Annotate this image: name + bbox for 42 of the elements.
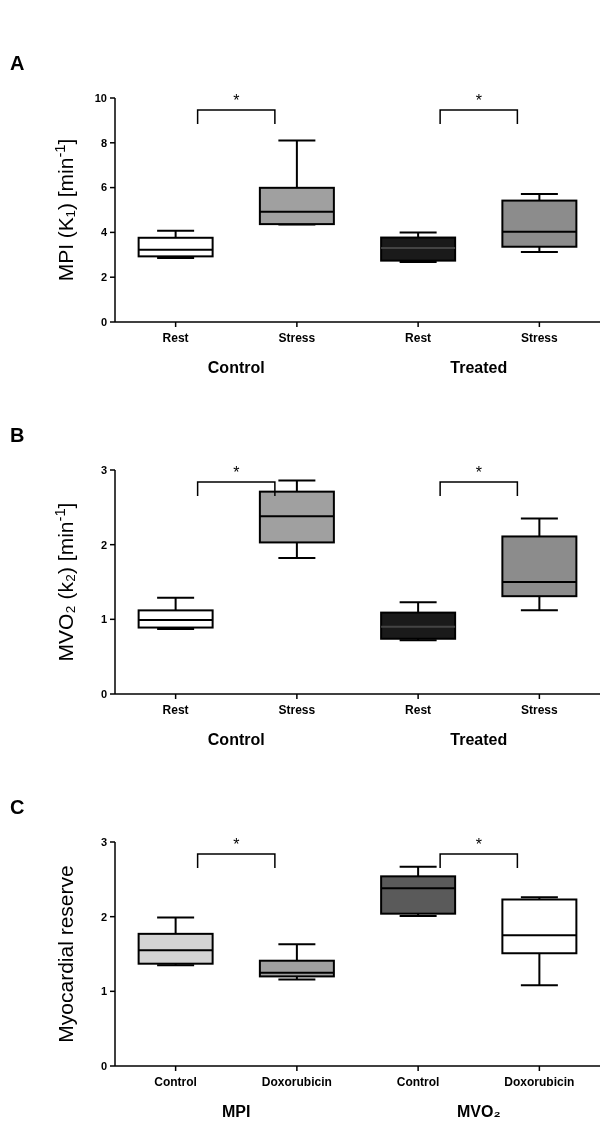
x-tick-label: Stress xyxy=(278,703,316,717)
chart-title: C xyxy=(10,796,25,818)
y-tick-label: 0 xyxy=(100,315,107,328)
y-tick-label: 0 xyxy=(100,1059,107,1072)
x-tick-label: Doxorubicin xyxy=(504,1075,575,1089)
text: Control xyxy=(207,359,265,376)
x-tick-label: Rest xyxy=(405,703,432,717)
y-tick-label: 3 xyxy=(100,463,107,476)
x-tick-label: Stress xyxy=(521,331,559,345)
annotation: * xyxy=(475,464,482,481)
text: Treated xyxy=(450,731,508,748)
x-tick-label: Doxorubicin xyxy=(261,1075,332,1089)
y-tick-label: 3 xyxy=(100,835,107,848)
text: Control xyxy=(207,731,265,748)
y-tick-label: 0 xyxy=(100,687,107,700)
text: Treated xyxy=(450,359,508,376)
annotation: * xyxy=(475,836,482,853)
text: MPI xyxy=(222,1103,251,1120)
y-tick-label: 10 xyxy=(94,91,107,104)
y-tick-label: 2 xyxy=(100,910,107,923)
annotation: * xyxy=(475,92,482,109)
text: MVO₂ xyxy=(456,1103,501,1120)
annotation: * xyxy=(233,464,240,481)
y-tick-label: 2 xyxy=(100,271,107,284)
annotation: * xyxy=(233,836,240,853)
x-tick-label: Stress xyxy=(521,703,559,717)
x-tick-label: Stress xyxy=(278,331,316,345)
x-tick-label: Control xyxy=(396,1075,440,1089)
y-tick-label: 4 xyxy=(100,226,108,239)
y-tick-label: 6 xyxy=(100,181,107,194)
y-tick-label: 1 xyxy=(100,985,107,998)
chart-title: B xyxy=(10,424,25,446)
y-axis-title: Myocardial reserve xyxy=(54,865,77,1043)
annotation: * xyxy=(233,92,240,109)
x-tick-label: Rest xyxy=(162,331,189,345)
chart-title: A xyxy=(10,52,25,74)
y-tick-label: 8 xyxy=(100,136,107,149)
y-tick-label: 2 xyxy=(100,538,107,551)
x-tick-label: Control xyxy=(154,1075,197,1089)
x-tick-label: Rest xyxy=(405,331,432,345)
x-tick-label: Rest xyxy=(162,703,189,717)
y-tick-label: 1 xyxy=(100,613,107,626)
